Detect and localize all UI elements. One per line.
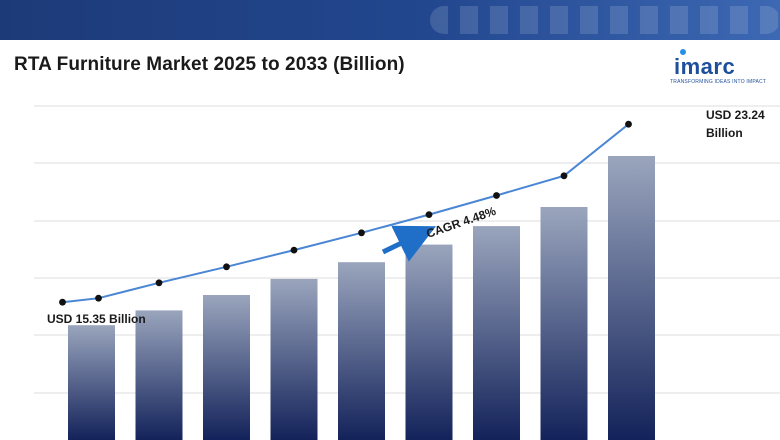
trend-point (59, 298, 66, 306)
trend-point (155, 279, 163, 287)
header-band (0, 0, 780, 40)
bar-2029 (338, 262, 385, 440)
chart-title: RTA Furniture Market 2025 to 2033 (Billi… (14, 54, 405, 75)
trend-line (59, 120, 632, 306)
start-value-label: USD 15.35 Billion (47, 312, 146, 326)
trend-point (493, 192, 500, 199)
trend-point (358, 229, 365, 237)
bar-2030 (405, 244, 453, 440)
header-band-decoration (430, 6, 780, 34)
trend-line-path (62, 123, 630, 304)
bar-2033 (608, 156, 655, 440)
bar-2028 (270, 278, 318, 440)
logo-wordmark: imarc (674, 54, 736, 79)
trend-point (290, 246, 298, 254)
imarc-logo: imarc TRANSFORMING IDEAS INTO IMPACT (670, 46, 770, 88)
logo-tagline: TRANSFORMING IDEAS INTO IMPACT (670, 79, 767, 85)
logo-dot-icon (680, 49, 686, 55)
end-value-label-line1: USD 23.24 (706, 108, 765, 122)
trend-point (95, 294, 102, 302)
end-value-label-line2: Billion (706, 126, 743, 140)
bars (68, 156, 655, 440)
trend-point (625, 120, 632, 128)
bar-2027 (203, 295, 250, 440)
trend-point (425, 211, 433, 219)
cagr-arrow-icon (381, 225, 436, 262)
bar-2026 (135, 310, 183, 440)
trend-point (223, 263, 230, 271)
bar-2031 (473, 226, 520, 440)
bar-2032 (540, 207, 588, 440)
trend-point (560, 172, 568, 180)
bar-2025 (68, 325, 115, 440)
